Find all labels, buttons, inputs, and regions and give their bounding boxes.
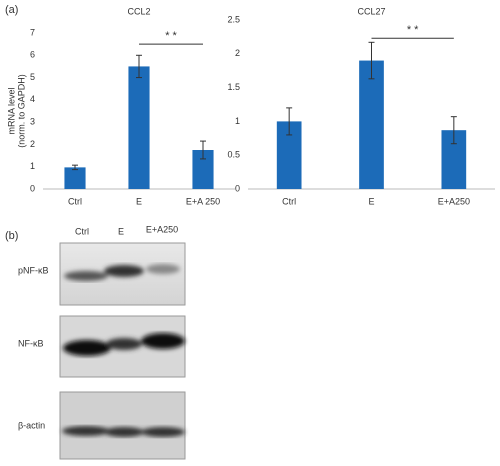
- y-tick-label: 0.5: [227, 150, 240, 160]
- x-tick-label: E: [136, 196, 142, 206]
- y-tick-label: 2: [235, 48, 240, 58]
- error-bar: [136, 54, 142, 79]
- error-bar: [72, 164, 78, 171]
- error-bar: [368, 41, 375, 80]
- y-tick-label: 2: [30, 139, 35, 149]
- significance-label: * *: [165, 30, 177, 42]
- bar: [64, 167, 86, 189]
- y-tick-label: 6: [30, 50, 35, 60]
- bar: [359, 60, 384, 190]
- y-axis-label: mRNA level: [6, 87, 16, 134]
- bar: [192, 150, 214, 189]
- error-bar: [200, 140, 206, 160]
- y-tick-label: 5: [30, 72, 35, 82]
- x-tick-label: E: [368, 196, 374, 206]
- row-label: pNF-κB: [18, 265, 49, 275]
- panel-label: (b): [5, 230, 18, 242]
- bar: [128, 66, 150, 189]
- significance-label: * *: [407, 24, 419, 36]
- column-label: Ctrl: [75, 226, 89, 236]
- chart-title: CCL2: [127, 6, 150, 16]
- error-bar: [286, 107, 293, 136]
- y-tick-label: 3: [30, 117, 35, 127]
- panel-label: (a): [5, 4, 18, 16]
- column-label: E: [118, 226, 124, 236]
- x-tick-label: E+A 250: [186, 196, 220, 206]
- error-bar: [450, 116, 457, 145]
- y-tick-label: 0: [235, 183, 240, 193]
- y-tick-label: 2.5: [227, 14, 240, 24]
- blot: [59, 242, 186, 306]
- y-tick-label: 1: [30, 161, 35, 171]
- row-label: NF-κB: [18, 338, 44, 348]
- column-label: E+A250: [146, 224, 178, 234]
- x-tick-label: Ctrl: [68, 196, 82, 206]
- x-tick-label: E+A250: [438, 196, 470, 206]
- row-label: β-actin: [18, 420, 45, 430]
- y-tick-label: 7: [30, 27, 35, 37]
- x-tick-label: Ctrl: [282, 196, 296, 206]
- y-tick-label: 0: [30, 183, 35, 193]
- y-tick-label: 4: [30, 94, 35, 104]
- y-tick-label: 1: [235, 116, 240, 126]
- y-axis-label: (norm. to GAPDH): [16, 74, 26, 148]
- y-tick-label: 1.5: [227, 82, 240, 92]
- blot: [59, 391, 186, 460]
- chart-title: CCL27: [357, 6, 385, 16]
- blot: [59, 315, 186, 378]
